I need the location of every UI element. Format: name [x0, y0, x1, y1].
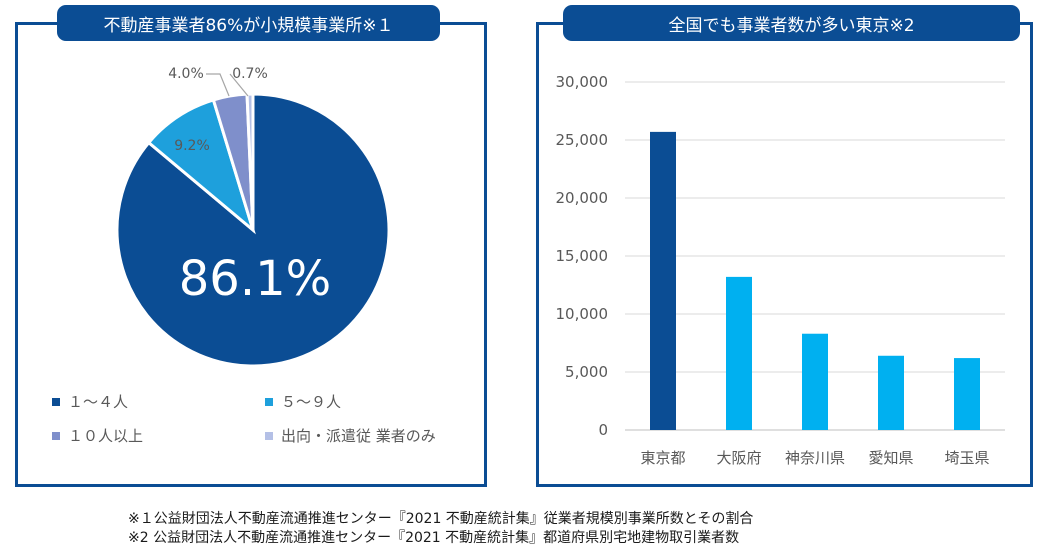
- pie-data-label-3: 4.0%: [168, 66, 204, 82]
- bar-chart-panel: [536, 22, 1033, 487]
- bar-4: [878, 355, 904, 430]
- y-tick-label-4: 20,000: [556, 189, 609, 207]
- y-tick-label-1: 5,000: [565, 363, 608, 381]
- x-tick-label-2: 大阪府: [716, 449, 761, 467]
- pie-data-label-2: 9.2%: [174, 138, 210, 154]
- bar-chart-title: 全国でも事業者数が多い東京※2: [563, 5, 1020, 41]
- x-tick-label-5: 埼玉県: [944, 449, 989, 467]
- footnote-1: ※１公益財団法人不動産流通推進センター『2021 不動産統計集』従業者規模別事業…: [128, 511, 754, 527]
- pie-data-label-4: 0.7%: [232, 66, 268, 82]
- legend-swatch-3: [52, 432, 60, 440]
- legend-label-4: 出向・派遣従 業者のみ: [281, 427, 436, 445]
- y-tick-label-2: 10,000: [556, 305, 609, 323]
- legend-label-1: １～４人: [68, 393, 128, 411]
- legend-swatch-1: [52, 398, 60, 406]
- bar-3: [802, 333, 828, 430]
- bar-2: [726, 276, 752, 430]
- legend-label-3: １０人以上: [68, 427, 143, 445]
- x-tick-label-4: 愛知県: [868, 449, 913, 467]
- y-tick-label-0: 0: [598, 421, 608, 439]
- pie-highlight-label: 86.1%: [179, 251, 331, 307]
- y-tick-label-5: 25,000: [556, 131, 609, 149]
- footnote-2: ※2 公益財団法人不動産流通推進センター『2021 不動産統計集』都道府県別宅地…: [128, 530, 740, 546]
- pie-slice-2: [146, 98, 256, 235]
- pie-leader-line-1: [206, 73, 230, 97]
- bar-5: [954, 358, 980, 430]
- y-tick-label-6: 30,000: [556, 73, 609, 91]
- pie-leader-line-2: [229, 73, 249, 97]
- bar-1: [650, 131, 676, 430]
- legend-swatch-2: [265, 398, 273, 406]
- x-tick-label-1: 東京都: [640, 449, 685, 467]
- x-tick-label-3: 神奈川県: [785, 449, 845, 467]
- y-tick-label-3: 15,000: [556, 247, 609, 265]
- legend-label-2: ５～９人: [281, 393, 341, 411]
- pie-chart-title: 不動産事業者86%が小規模事業所※１: [57, 5, 440, 41]
- legend-swatch-4: [265, 432, 273, 440]
